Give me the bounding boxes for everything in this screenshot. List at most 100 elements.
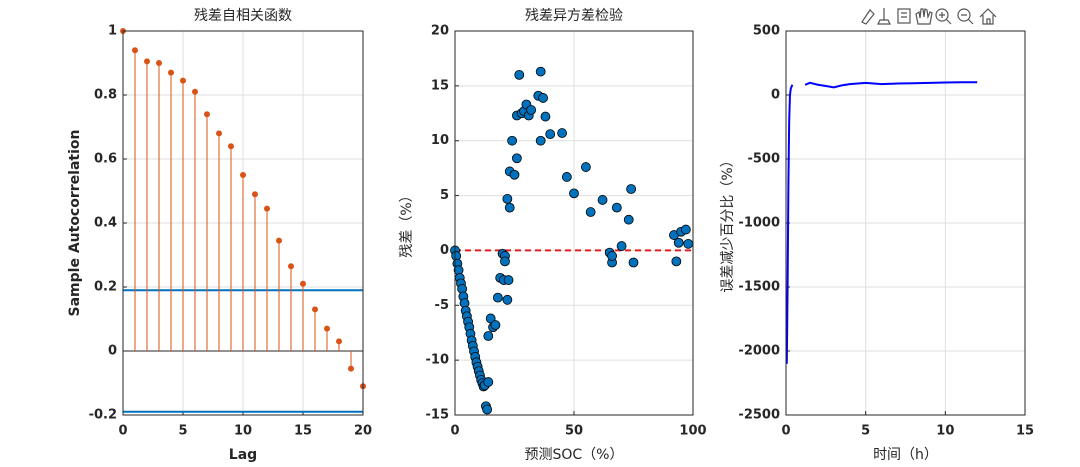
point [585, 207, 596, 217]
y-tick-label: 20 [431, 24, 449, 39]
point [504, 202, 515, 213]
y-tick-label: -15 [426, 408, 450, 423]
point [538, 93, 548, 103]
y-tick-label: 0.6 [94, 152, 117, 167]
x-tick-label: 5 [861, 424, 870, 439]
stem-marker [228, 143, 234, 150]
point [482, 404, 493, 415]
point [581, 162, 591, 172]
y-tick-label: 0.2 [94, 280, 117, 295]
y-tick-label: 5 [440, 188, 449, 203]
x-tick-label: 5 [178, 424, 187, 439]
x-tick-label: 10 [936, 424, 954, 439]
x-tick-label: 0 [781, 424, 790, 439]
y-tick-label: -5 [435, 298, 449, 313]
point [535, 66, 546, 77]
stem-marker [180, 77, 186, 84]
y-tick-label: 0 [771, 88, 780, 103]
stem-marker [168, 69, 174, 76]
stem-marker [216, 130, 222, 137]
axes: -2500-2000-1500-1000-5000500051015模型拟时间（… [720, 8, 1034, 463]
stem-marker [288, 263, 294, 270]
y-tick-label: -1000 [738, 216, 780, 231]
y-tick-label: -10 [426, 353, 450, 368]
point [557, 128, 567, 138]
point [500, 256, 510, 267]
point [683, 238, 694, 249]
point [611, 202, 622, 213]
point [545, 129, 556, 140]
x-axis-label: 时间（h） [873, 447, 938, 463]
point [511, 153, 522, 164]
x-tick-label: 15 [294, 424, 312, 439]
toolbar[interactable] [856, 4, 1026, 28]
y-tick-label: 0.8 [94, 88, 117, 103]
stem-marker [132, 47, 138, 54]
y-tick-label: -2500 [738, 408, 780, 423]
axes: -0.200.20.40.60.810 5 10 15 20残差自相关函数LagSamp… [67, 8, 372, 463]
point [514, 69, 525, 80]
x-tick-label: 0 [450, 424, 459, 439]
x-tick-label: 100 [679, 424, 706, 439]
y-tick-label: -1500 [738, 280, 780, 295]
y-tick-label: -500 [747, 152, 780, 167]
point [502, 294, 513, 305]
y-axis-label: 残差（%） [399, 188, 415, 257]
x-axis-label: 预测SOC（%） [525, 447, 624, 463]
y-tick-label: -2000 [738, 344, 780, 359]
point [535, 135, 546, 146]
axes-box [454, 30, 694, 416]
point [526, 105, 537, 115]
stem-marker [204, 111, 210, 118]
x-tick-label: 10 [234, 424, 252, 439]
x-axis-label: Lag [229, 447, 257, 463]
stem-marker [348, 365, 354, 372]
axes-box [122, 30, 364, 416]
point [490, 320, 501, 330]
line [785, 81, 978, 364]
y-axis-label: Sample Autocorrelation [67, 130, 83, 317]
point [509, 169, 520, 180]
y-tick-label: 15 [431, 78, 449, 93]
point [569, 188, 579, 199]
point [680, 224, 691, 235]
point [492, 292, 503, 303]
point [607, 251, 617, 261]
stem-marker [144, 58, 150, 65]
point [626, 184, 637, 194]
point [503, 275, 514, 285]
point [623, 214, 634, 225]
stem-marker [276, 237, 282, 244]
stem-marker [192, 88, 198, 95]
stem-marker [252, 191, 258, 198]
point [507, 135, 518, 146]
point [597, 195, 608, 205]
point [561, 172, 572, 182]
axes-box [785, 30, 1026, 416]
point [483, 331, 494, 341]
stem-marker [312, 306, 318, 313]
stem-marker [336, 338, 342, 345]
point [502, 193, 513, 204]
y-tick-label: 0 [440, 243, 449, 258]
x-tick-label: 15 [1016, 424, 1034, 439]
x-tick-label: 0 [118, 424, 127, 439]
chart-title: 残差自相关函数 [194, 8, 292, 24]
point [540, 111, 551, 122]
y-tick-label: 0.4 [94, 216, 117, 231]
stem-marker [240, 172, 246, 178]
stem-marker [300, 280, 306, 287]
chart-title: 残差异方差检验 [525, 8, 623, 24]
y-tick-label: 0 [108, 344, 117, 359]
stem-marker [264, 205, 270, 212]
stem-marker [156, 60, 162, 66]
y-tick-label: -0.2 [89, 408, 117, 423]
point [671, 256, 682, 267]
y-tick-label: 1 [108, 24, 117, 39]
point [616, 241, 627, 251]
y-tick-label: 10 [431, 133, 449, 148]
x-tick-label: 50 [565, 424, 583, 439]
point [673, 237, 684, 248]
y-axis-label: 误差减少百分比（%） [720, 153, 736, 292]
